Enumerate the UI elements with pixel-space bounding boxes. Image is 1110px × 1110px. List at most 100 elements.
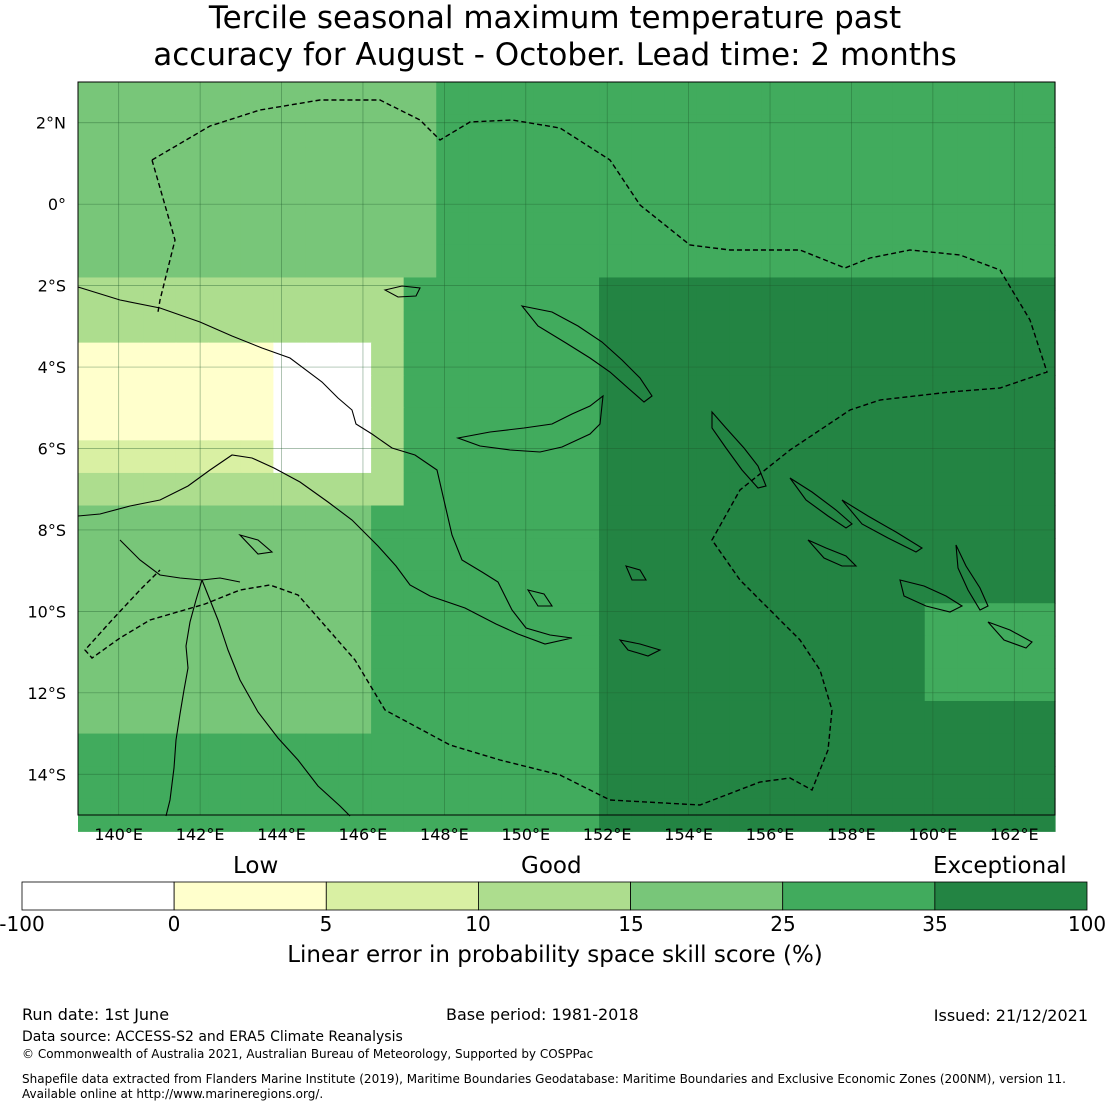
skill-cell	[371, 766, 405, 800]
coastline-woodlark	[625, 565, 647, 581]
title-line-2: accuracy for August - October. Lead time…	[153, 37, 957, 73]
skill-cell	[957, 277, 991, 311]
skill-cell	[729, 603, 763, 637]
skill-cell	[729, 375, 763, 409]
skill-cell	[403, 472, 437, 507]
lon-tick-label: 154°E	[664, 825, 713, 844]
skill-cell	[859, 603, 893, 637]
skill-cell	[566, 505, 600, 539]
skill-cell	[696, 375, 730, 409]
skill-cell	[468, 375, 502, 409]
skill-cell	[533, 440, 568, 474]
skill-cell	[208, 538, 242, 572]
skill-cell	[761, 635, 796, 669]
skill-cell	[989, 114, 1024, 148]
skill-cell	[208, 277, 242, 311]
skill-cell	[599, 700, 633, 735]
colorbar-segment	[782, 881, 936, 911]
lon-tick-label: 144°E	[257, 825, 306, 844]
skill-cell	[989, 700, 1024, 735]
skill-cell	[338, 277, 372, 311]
skill-cell	[371, 570, 405, 604]
skill-cell	[859, 147, 893, 181]
skill-cell	[924, 244, 958, 279]
skill-cell	[436, 570, 470, 604]
skill-cell	[827, 505, 861, 539]
skill-cell	[859, 375, 893, 409]
skill-cell	[371, 505, 405, 539]
skill-cell	[761, 179, 796, 213]
skill-cell	[175, 440, 209, 474]
skill-cell	[631, 700, 665, 735]
skill-cell	[305, 570, 340, 604]
colorbar-segment	[21, 881, 175, 911]
skill-cell	[175, 375, 209, 409]
skill-cell	[892, 538, 926, 572]
skill-cell	[957, 505, 991, 539]
skill-cell	[208, 147, 242, 181]
skill-cell	[78, 440, 112, 474]
skill-cell	[892, 603, 926, 637]
skill-cell	[989, 538, 1024, 572]
skill-cell	[859, 570, 893, 604]
skill-cell	[403, 538, 437, 572]
skill-cell	[696, 505, 730, 539]
skill-cell	[240, 147, 274, 181]
skill-cell	[827, 440, 861, 474]
skill-cell	[827, 114, 861, 148]
skill-cell	[761, 603, 796, 637]
skill-cell	[892, 179, 926, 213]
skill-cell	[501, 635, 535, 669]
skill-cell	[761, 733, 796, 767]
skill-cell	[240, 212, 274, 246]
skill-cell	[827, 375, 861, 409]
skill-cell	[175, 538, 209, 572]
skill-cell	[761, 277, 796, 311]
skill-cell	[924, 342, 958, 376]
shapefile-credit-1: Shapefile data extracted from Flanders M…	[22, 1072, 1066, 1086]
skill-cell	[924, 733, 958, 767]
skill-cell	[175, 570, 209, 604]
skill-cell	[436, 342, 470, 376]
skill-cell	[924, 179, 958, 213]
skill-cell	[208, 472, 242, 507]
coastline-malaita	[955, 544, 989, 611]
skill-cell	[403, 179, 437, 213]
skill-cell	[989, 505, 1024, 539]
skill-cell	[78, 179, 112, 213]
skill-cell	[371, 407, 405, 441]
skill-cell	[761, 505, 796, 539]
skill-cell	[794, 310, 828, 344]
skill-cell	[143, 147, 177, 181]
skill-cell	[729, 147, 763, 181]
skill-cell	[468, 635, 502, 669]
skill-cell	[989, 375, 1024, 409]
skill-cell	[794, 733, 828, 767]
skill-cell	[208, 733, 242, 767]
skill-cell	[533, 82, 568, 116]
skill-cell	[143, 440, 177, 474]
skill-cell	[566, 570, 600, 604]
skill-cell	[892, 147, 926, 181]
skill-cell	[338, 538, 372, 572]
skill-cell	[175, 668, 209, 702]
skill-cell	[305, 700, 340, 735]
lon-tick-label: 146°E	[339, 825, 388, 844]
skill-cell	[696, 342, 730, 376]
skill-cell	[208, 668, 242, 702]
skill-cell	[924, 505, 958, 539]
skill-cell	[989, 342, 1024, 376]
skill-cell	[403, 570, 437, 604]
skill-cell	[110, 342, 144, 376]
skill-cell	[729, 277, 763, 311]
skill-cell	[729, 407, 763, 441]
skill-cell	[110, 114, 144, 148]
skill-cell	[371, 538, 405, 572]
skill-cell	[371, 440, 405, 474]
skill-cell	[957, 733, 991, 767]
skill-cell	[794, 635, 828, 669]
skill-cell	[371, 277, 405, 311]
lon-tick-label: 152°E	[583, 825, 632, 844]
skill-cell	[892, 82, 926, 116]
skill-cell	[696, 179, 730, 213]
